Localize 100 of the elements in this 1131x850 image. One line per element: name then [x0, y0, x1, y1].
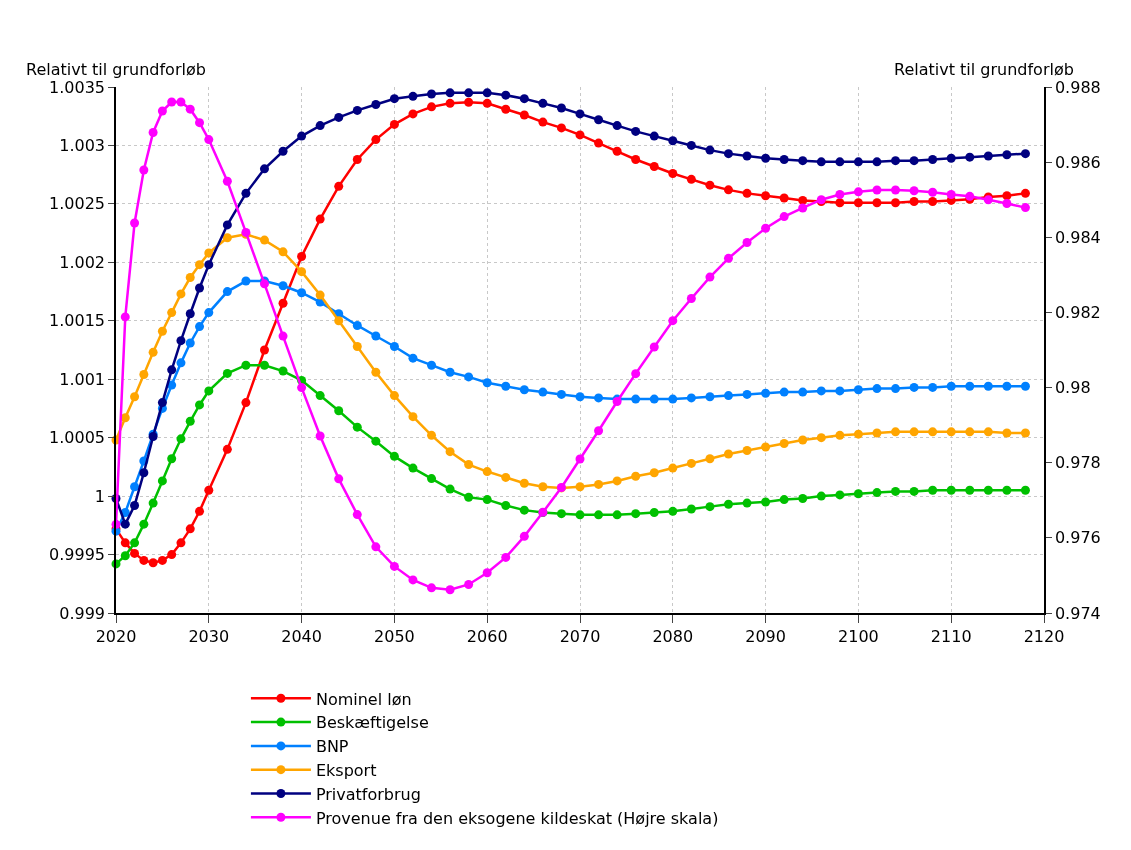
x-tick-label: 2050: [374, 626, 415, 646]
point: [872, 384, 882, 394]
point: [556, 509, 566, 519]
point: [427, 360, 437, 370]
point: [204, 135, 214, 145]
point: [631, 154, 641, 164]
point: [538, 482, 548, 492]
point: [315, 121, 325, 131]
point: [891, 156, 901, 166]
point: [798, 435, 808, 445]
point: [761, 223, 771, 233]
point: [649, 161, 659, 171]
point: [139, 519, 149, 529]
point: [222, 368, 232, 378]
point: [464, 492, 474, 502]
point: [157, 398, 167, 408]
point: [723, 391, 733, 401]
point: [594, 138, 604, 148]
point: [427, 430, 437, 440]
point: [519, 505, 529, 515]
point: [352, 341, 362, 351]
point: [705, 145, 715, 155]
point: [723, 253, 733, 263]
point: [427, 89, 437, 99]
point: [575, 510, 585, 520]
point: [1020, 203, 1030, 213]
point: [631, 369, 641, 379]
y2-axis-title: Relativt til grundforløb: [894, 60, 1074, 79]
point: [594, 393, 604, 403]
point: [445, 367, 455, 377]
point: [501, 552, 511, 562]
legend-label: Eksport: [315, 760, 377, 780]
point: [649, 394, 659, 404]
point: [464, 579, 474, 589]
point: [761, 497, 771, 507]
x-tick-label: 2110: [930, 626, 972, 646]
point: [241, 276, 251, 286]
point: [130, 500, 140, 510]
point: [668, 394, 678, 404]
point: [779, 154, 789, 164]
point: [668, 506, 678, 516]
point: [501, 90, 511, 100]
point: [946, 189, 956, 199]
point: [176, 538, 186, 548]
point: [167, 365, 177, 375]
point: [575, 454, 585, 464]
point: [965, 152, 975, 162]
point: [482, 568, 492, 578]
point: [352, 510, 362, 520]
point: [649, 468, 659, 478]
legend-label: Provenue fra den eksogene kildeskat (Højre skala): [315, 808, 719, 828]
point: [594, 479, 604, 489]
y-tick-label: 1.0035: [49, 77, 106, 97]
point: [705, 392, 715, 402]
point: [891, 384, 901, 394]
point: [389, 391, 399, 401]
point: [464, 88, 474, 98]
point: [761, 191, 771, 201]
point: [1002, 150, 1012, 160]
point: [928, 197, 938, 207]
point: [185, 309, 195, 319]
point: [742, 188, 752, 198]
point: [204, 386, 214, 396]
point: [445, 484, 455, 494]
point: [1002, 485, 1012, 495]
y2-tick-label: 0.988: [1054, 77, 1101, 97]
x-tick-label: 2020: [95, 626, 137, 646]
point: [965, 381, 975, 391]
point: [195, 322, 205, 332]
point: [427, 474, 437, 484]
point: [983, 485, 993, 495]
point: [686, 174, 696, 184]
point: [371, 367, 381, 377]
point: [408, 353, 418, 363]
point: [519, 531, 529, 541]
point: [519, 94, 529, 104]
point: [157, 555, 167, 565]
point: [891, 198, 901, 208]
point: [176, 358, 186, 368]
point: [909, 197, 919, 207]
point: [482, 98, 492, 108]
point: [928, 187, 938, 197]
point: [427, 583, 437, 593]
point: [157, 106, 167, 116]
point: [612, 121, 622, 131]
point: [835, 430, 845, 440]
legend-label: Privatforbrug: [315, 784, 421, 804]
point: [668, 463, 678, 473]
point: [222, 220, 232, 230]
point: [779, 387, 789, 397]
point: [482, 467, 492, 477]
point: [742, 446, 752, 456]
point: [668, 316, 678, 326]
point: [686, 140, 696, 150]
point: [649, 131, 659, 141]
point: [891, 185, 901, 195]
point: [352, 320, 362, 330]
point: [501, 104, 511, 114]
point: [705, 272, 715, 282]
point: [297, 288, 307, 298]
